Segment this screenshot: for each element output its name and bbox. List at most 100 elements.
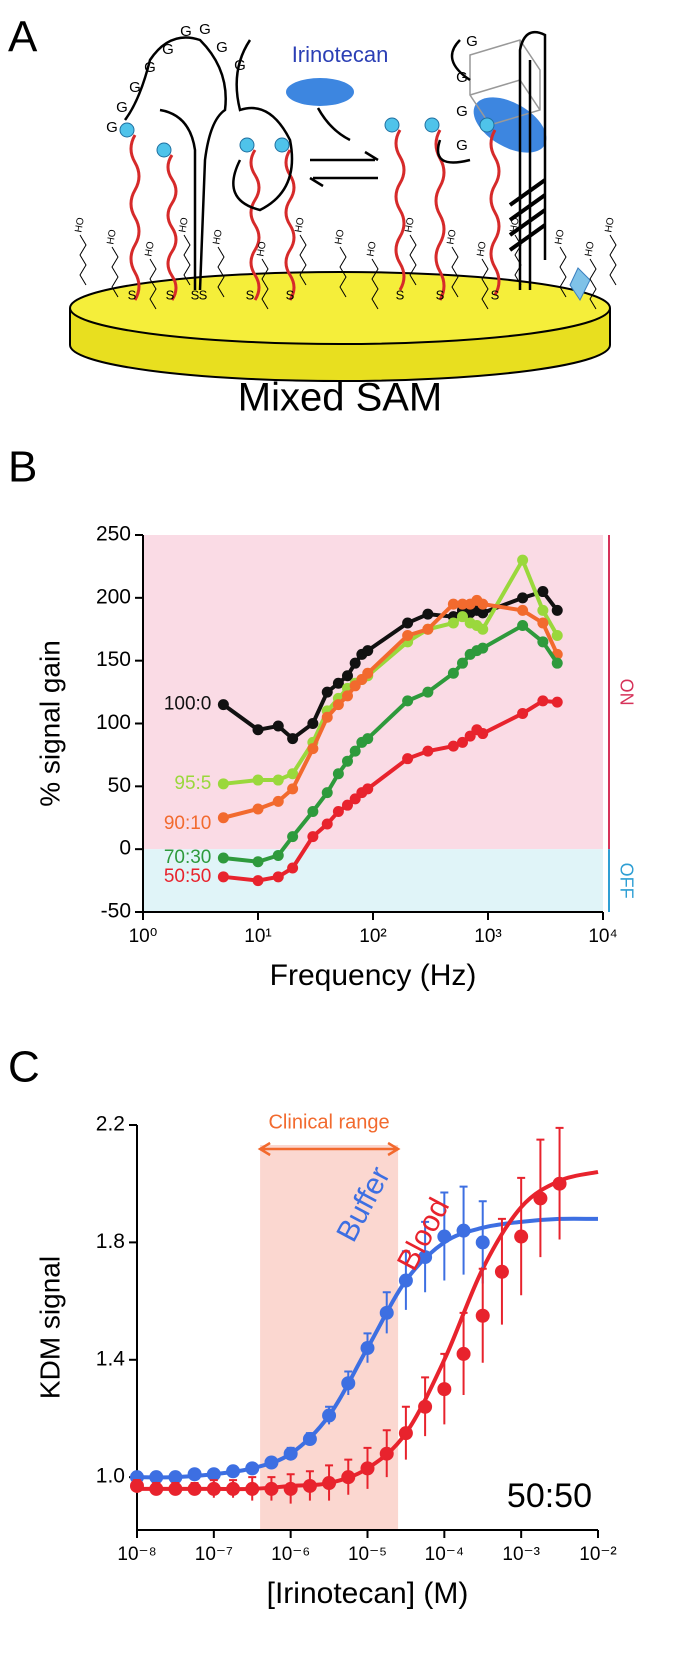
series-point (456, 657, 468, 669)
series-point (402, 753, 414, 765)
x-tick-label: 10⁻⁸ (117, 1544, 156, 1565)
series-point (272, 871, 284, 883)
alkyl-chain (261, 258, 269, 310)
series-point (217, 699, 229, 711)
series-label: 50:50 (164, 866, 212, 887)
series-point (537, 617, 549, 629)
series-point (217, 778, 229, 790)
ho-label: HO (553, 228, 566, 245)
series-point (447, 617, 459, 629)
caption: Mixed SAM (238, 376, 443, 420)
redox-reporter (479, 117, 495, 133)
data-point (322, 1408, 337, 1423)
data-point (245, 1481, 260, 1496)
equilibrium-arrow (309, 176, 378, 188)
ho-label: HO (403, 216, 416, 233)
data-point (514, 1229, 529, 1244)
data-point (456, 1346, 471, 1361)
aptamer-strand (166, 154, 178, 301)
g-base: G (199, 21, 211, 38)
series-point (362, 645, 374, 657)
series-point (341, 670, 353, 682)
y-tick-label: 1.0 (96, 1465, 125, 1488)
s-label: S (246, 287, 255, 302)
ho-label: HO (143, 240, 156, 257)
series-point (272, 774, 284, 786)
data-point (379, 1305, 394, 1320)
series-point (307, 831, 319, 843)
series-point (349, 745, 361, 757)
data-point (149, 1481, 164, 1496)
series-point (477, 728, 489, 740)
data-point (437, 1229, 452, 1244)
series-point (551, 604, 563, 616)
redox-reporter (384, 117, 400, 133)
x-tick-label: 10⁰ (129, 926, 158, 947)
redox-reporter (156, 142, 172, 158)
data-point (322, 1476, 337, 1491)
data-point (360, 1341, 375, 1356)
alkyl-chain (514, 234, 522, 286)
alkyl-chain (299, 234, 307, 286)
data-point (283, 1481, 298, 1496)
band-arrow (257, 1141, 401, 1157)
series-point (456, 598, 468, 610)
annotation: 50:50 (507, 1477, 592, 1515)
g-base: G (216, 39, 228, 56)
series-point (422, 608, 434, 620)
dna-strand (232, 39, 294, 212)
series-point (537, 604, 549, 616)
alkyl-chain (559, 246, 567, 298)
region-label: OFF (616, 863, 636, 899)
ho-label: HO (475, 240, 488, 257)
series-point (287, 733, 299, 745)
series-point (341, 755, 353, 767)
series-point (517, 619, 529, 631)
series-point (447, 598, 459, 610)
data-point (187, 1481, 202, 1496)
series-point (252, 724, 264, 736)
series-point (456, 736, 468, 748)
x-tick-label: 10⁴ (588, 926, 617, 947)
g-base: G (466, 33, 478, 50)
series-point (517, 707, 529, 719)
ho-label: HO (293, 216, 306, 233)
series-point (477, 607, 489, 619)
data-point (168, 1481, 183, 1496)
series-point (252, 774, 264, 786)
panel-label: A (8, 13, 38, 62)
x-tick-label: 10³ (474, 926, 501, 947)
s-label: S (436, 287, 445, 302)
series-point (402, 695, 414, 707)
g-base: G (456, 137, 468, 154)
series-point (537, 586, 549, 598)
x-tick-label: 10⁻⁷ (195, 1544, 233, 1565)
s-label: S (396, 287, 405, 302)
y-tick-label: 2.2 (96, 1113, 125, 1136)
series-point (537, 636, 549, 648)
data-point (302, 1432, 317, 1447)
series-point (332, 805, 344, 817)
data-point (206, 1467, 221, 1482)
y-tick-label: 0 (119, 837, 131, 860)
x-tick-label: 10¹ (244, 926, 271, 947)
series-point (422, 623, 434, 635)
data-point (226, 1464, 241, 1479)
x-tick-label: 10⁻⁵ (348, 1544, 387, 1565)
series-point (341, 799, 353, 811)
series-label: 100:0 (164, 694, 212, 715)
g-base: G (456, 69, 468, 86)
data-point (418, 1250, 433, 1265)
molecule-label: Irinotecan (292, 42, 389, 67)
data-point (398, 1426, 413, 1441)
series-label: 70:30 (164, 847, 212, 868)
data-point (187, 1467, 202, 1482)
x-tick-label: 10² (359, 926, 386, 947)
g-base: G (129, 79, 141, 96)
s-label: S (491, 287, 500, 302)
series-label: 95:5 (174, 773, 211, 794)
data-point (360, 1461, 375, 1476)
s-label: S (199, 287, 208, 302)
dna-strand (159, 108, 197, 290)
series-point (517, 554, 529, 566)
